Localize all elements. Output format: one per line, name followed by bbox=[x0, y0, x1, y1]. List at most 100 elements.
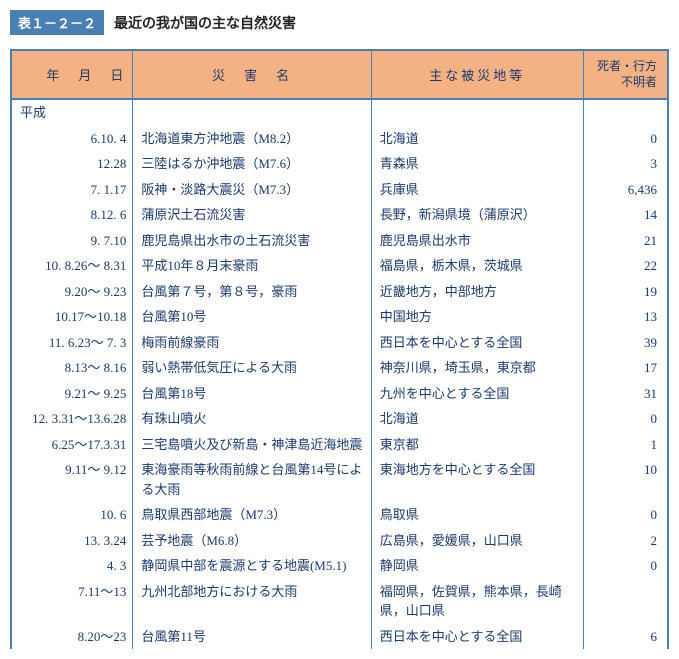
table-title-text: 最近の我が国の主な自然災害 bbox=[114, 13, 296, 33]
cell-name: 台風第11号 bbox=[133, 624, 371, 650]
cell-name: 弱い熱帯低気圧による大雨 bbox=[133, 355, 371, 381]
col-header-area: 主な被災地等 bbox=[371, 50, 583, 99]
cell-area: 広島県，愛媛県，山口県 bbox=[371, 528, 583, 554]
cell-name: 九州北部地方における大雨 bbox=[133, 579, 371, 624]
table-row: 6.25～17.3.31三宅島噴火及び新島・神津島近海地震東京都1 bbox=[11, 432, 668, 458]
cell-casualties bbox=[583, 579, 668, 624]
cell-name: 台風第７号，第８号，豪雨 bbox=[133, 279, 371, 305]
table-row: 7.11～13九州北部地方における大雨福岡県，佐賀県，熊本県，長崎県，山口県 bbox=[11, 579, 668, 624]
cell-name: 静岡県中部を震源とする地震(M5.1) bbox=[133, 553, 371, 579]
disaster-table: 年 月 日 災 害 名 主な被災地等 死者・行方不明者 平成 6.10. 4北海… bbox=[10, 49, 669, 649]
cell-casualties: 21 bbox=[583, 228, 668, 254]
table-row: 9.11～ 9.12東海豪雨等秋雨前線と台風第14号による大雨東海地方を中心とす… bbox=[11, 457, 668, 502]
cell-name: 鹿児島県出水市の土石流災害 bbox=[133, 228, 371, 254]
cell-name: 平成10年８月末豪雨 bbox=[133, 253, 371, 279]
cell-date: 10.17～10.18 bbox=[11, 304, 133, 330]
cell-area: 青森県 bbox=[371, 151, 583, 177]
cell-date: 4. 3 bbox=[11, 553, 133, 579]
cell-date: 12. 3.31～13.6.28 bbox=[11, 406, 133, 432]
cell-casualties: 3 bbox=[583, 151, 668, 177]
cell-area: 北海道 bbox=[371, 406, 583, 432]
cell-date: 6.10. 4 bbox=[11, 126, 133, 152]
cell-area: 東京都 bbox=[371, 432, 583, 458]
table-row: 10. 6鳥取県西部地震（M7.3）鳥取県0 bbox=[11, 502, 668, 528]
cell-name: 台風第10号 bbox=[133, 304, 371, 330]
cell-name: 三陸はるか沖地震（M7.6） bbox=[133, 151, 371, 177]
cell-area: 西日本を中心とする全国 bbox=[371, 624, 583, 650]
cell-area: 神奈川県，埼玉県，東京都 bbox=[371, 355, 583, 381]
cell-casualties: 6 bbox=[583, 624, 668, 650]
cell-casualties: 13 bbox=[583, 304, 668, 330]
cell-date: 10. 8.26～ 8.31 bbox=[11, 253, 133, 279]
cell-date: 8.13～ 8.16 bbox=[11, 355, 133, 381]
cell-casualties: 1 bbox=[583, 432, 668, 458]
cell-area: 鳥取県 bbox=[371, 502, 583, 528]
table-row: 4. 3静岡県中部を震源とする地震(M5.1)静岡県0 bbox=[11, 553, 668, 579]
cell-casualties: 0 bbox=[583, 553, 668, 579]
cell-date: 10. 6 bbox=[11, 502, 133, 528]
era-label: 平成 bbox=[11, 99, 133, 126]
table-row: 12. 3.31～13.6.28有珠山噴火北海道0 bbox=[11, 406, 668, 432]
cell-area: 九州を中心とする全国 bbox=[371, 381, 583, 407]
cell-casualties: 39 bbox=[583, 330, 668, 356]
cell-date: 7. 1.17 bbox=[11, 177, 133, 203]
cell-name: 蒲原沢土石流災害 bbox=[133, 202, 371, 228]
col-header-date: 年 月 日 bbox=[11, 50, 133, 99]
cell-date: 9.20～ 9.23 bbox=[11, 279, 133, 305]
cell-area: 兵庫県 bbox=[371, 177, 583, 203]
cell-date: 13. 3.24 bbox=[11, 528, 133, 554]
cell-date: 8.20～23 bbox=[11, 624, 133, 650]
cell-date: 8.12. 6 bbox=[11, 202, 133, 228]
table-caption: 表１－２－２ 最近の我が国の主な自然災害 bbox=[10, 10, 669, 35]
cell-casualties: 0 bbox=[583, 126, 668, 152]
cell-area: 東海地方を中心とする全国 bbox=[371, 457, 583, 502]
cell-casualties: 2 bbox=[583, 528, 668, 554]
cell-date: 11. 6.23～ 7. 3 bbox=[11, 330, 133, 356]
table-number-tag: 表１－２－２ bbox=[10, 10, 104, 35]
cell-casualties: 19 bbox=[583, 279, 668, 305]
table-row: 10.17～10.18台風第10号中国地方13 bbox=[11, 304, 668, 330]
cell-name: 鳥取県西部地震（M7.3） bbox=[133, 502, 371, 528]
cell-name: 梅雨前線豪雨 bbox=[133, 330, 371, 356]
cell-area: 長野，新潟県境（蒲原沢） bbox=[371, 202, 583, 228]
table-row: 6.10. 4北海道東方沖地震（M8.2）北海道0 bbox=[11, 126, 668, 152]
table-row: 9.20～ 9.23台風第７号，第８号，豪雨近畿地方，中部地方19 bbox=[11, 279, 668, 305]
cell-name: 有珠山噴火 bbox=[133, 406, 371, 432]
cell-casualties: 14 bbox=[583, 202, 668, 228]
table-row: 8.13～ 8.16弱い熱帯低気圧による大雨神奈川県，埼玉県，東京都17 bbox=[11, 355, 668, 381]
col-header-name: 災 害 名 bbox=[133, 50, 371, 99]
cell-area: 福島県，栃木県，茨城県 bbox=[371, 253, 583, 279]
cell-date: 7.11～13 bbox=[11, 579, 133, 624]
cell-name: 三宅島噴火及び新島・神津島近海地震 bbox=[133, 432, 371, 458]
cell-casualties: 10 bbox=[583, 457, 668, 502]
table-row: 9.21～ 9.25台風第18号九州を中心とする全国31 bbox=[11, 381, 668, 407]
cell-area: 近畿地方，中部地方 bbox=[371, 279, 583, 305]
cell-casualties: 0 bbox=[583, 406, 668, 432]
cell-area: 福岡県，佐賀県，熊本県，長崎県，山口県 bbox=[371, 579, 583, 624]
col-header-casualties: 死者・行方不明者 bbox=[583, 50, 668, 99]
cell-date: 9.21～ 9.25 bbox=[11, 381, 133, 407]
cell-date: 9.11～ 9.12 bbox=[11, 457, 133, 502]
table-row: 13. 3.24芸予地震（M6.8）広島県，愛媛県，山口県2 bbox=[11, 528, 668, 554]
cell-name: 芸予地震（M6.8） bbox=[133, 528, 371, 554]
table-row: 9. 7.10鹿児島県出水市の土石流災害鹿児島県出水市21 bbox=[11, 228, 668, 254]
cell-date: 9. 7.10 bbox=[11, 228, 133, 254]
cell-casualties: 6,436 bbox=[583, 177, 668, 203]
cell-name: 東海豪雨等秋雨前線と台風第14号による大雨 bbox=[133, 457, 371, 502]
cell-date: 12.28 bbox=[11, 151, 133, 177]
table-row: 12.28三陸はるか沖地震（M7.6）青森県3 bbox=[11, 151, 668, 177]
table-row: 7. 1.17阪神・淡路大震災（M7.3）兵庫県6,436 bbox=[11, 177, 668, 203]
table-row: 11. 6.23～ 7. 3梅雨前線豪雨西日本を中心とする全国39 bbox=[11, 330, 668, 356]
cell-casualties: 0 bbox=[583, 502, 668, 528]
cell-name: 台風第18号 bbox=[133, 381, 371, 407]
cell-date: 6.25～17.3.31 bbox=[11, 432, 133, 458]
cell-area: 鹿児島県出水市 bbox=[371, 228, 583, 254]
table-row: 8.20～23台風第11号西日本を中心とする全国6 bbox=[11, 624, 668, 650]
cell-area: 西日本を中心とする全国 bbox=[371, 330, 583, 356]
cell-area: 中国地方 bbox=[371, 304, 583, 330]
cell-casualties: 31 bbox=[583, 381, 668, 407]
table-row: 8.12. 6蒲原沢土石流災害長野，新潟県境（蒲原沢）14 bbox=[11, 202, 668, 228]
table-row: 10. 8.26～ 8.31平成10年８月末豪雨福島県，栃木県，茨城県22 bbox=[11, 253, 668, 279]
cell-name: 北海道東方沖地震（M8.2） bbox=[133, 126, 371, 152]
cell-name: 阪神・淡路大震災（M7.3） bbox=[133, 177, 371, 203]
